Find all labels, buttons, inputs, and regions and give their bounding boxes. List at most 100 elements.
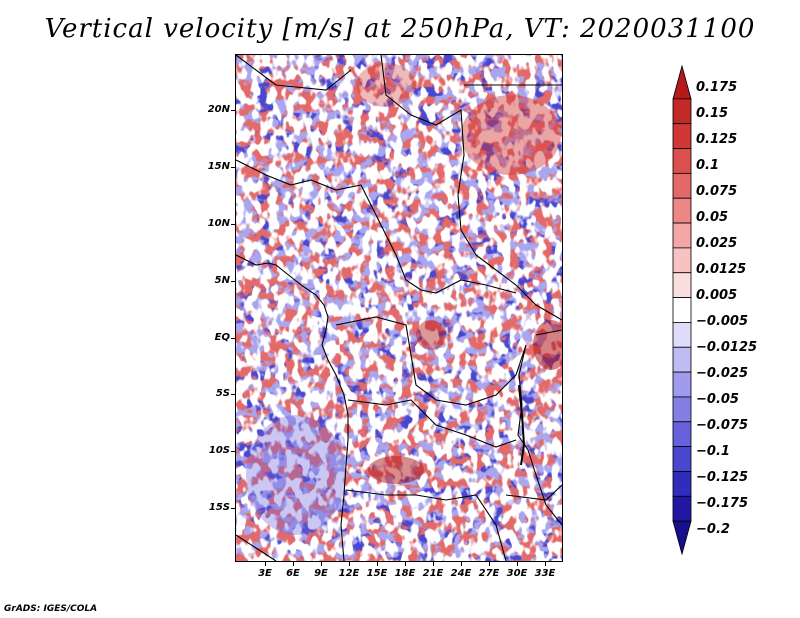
colorbar-segment	[672, 123, 692, 149]
lat-label-15s: 15S	[208, 502, 230, 513]
colorbar-label: −0.075	[696, 418, 749, 433]
lon-tick	[265, 562, 266, 566]
lon-label-21e: 21E	[422, 568, 444, 579]
colorbar-label: 0.05	[696, 210, 729, 225]
colorbar-label: −0.2	[696, 522, 730, 537]
colorbar-segment	[672, 272, 692, 298]
lon-label-18e: 18E	[394, 568, 416, 579]
lon-label-30e: 30E	[506, 568, 528, 579]
lat-tick	[231, 281, 236, 282]
colorbar-segment	[672, 396, 692, 423]
map-field	[236, 55, 562, 561]
colorbar-label: −0.175	[696, 496, 749, 511]
lat-label-20n: 20N	[207, 104, 230, 115]
colorbar-label: 0.0125	[696, 262, 747, 277]
far-north-border	[236, 55, 352, 91]
lon-tick	[461, 562, 462, 566]
lat-label-15n: 15N	[207, 161, 230, 172]
lat-label-5n: 5N	[214, 275, 230, 286]
colorbar-graphic	[672, 64, 692, 556]
lat-tick	[231, 338, 236, 339]
colorbar-segment	[672, 421, 692, 448]
lon-tick	[517, 562, 518, 566]
lon-label-33e: 33E	[534, 568, 556, 579]
north-red-region	[356, 63, 416, 107]
colorbar-label: 0.025	[696, 236, 738, 251]
plot-title: Vertical velocity [m/s] at 250hPa, VT: 2…	[44, 14, 756, 44]
colorbar-label: −0.0125	[696, 340, 758, 355]
lon-label-24e: 24E	[450, 568, 472, 579]
colorbar-label: 0.075	[696, 184, 738, 199]
atlantic-blue-region	[246, 415, 346, 535]
colorbar-segment	[672, 148, 692, 174]
sahel-red-region	[461, 95, 561, 175]
colorbar-segment	[672, 346, 692, 373]
lon-label-9e: 9E	[314, 568, 328, 579]
colorbar-segment	[672, 247, 692, 274]
sudan-border	[380, 55, 562, 321]
colorbar-segment	[672, 371, 692, 398]
angola-red-cell	[368, 456, 424, 484]
lon-label-6e: 6E	[286, 568, 300, 579]
colorbar-label: −0.125	[696, 470, 749, 485]
colorbar-label: −0.05	[696, 392, 739, 407]
east-africa-red-cell	[533, 320, 562, 370]
lake-victoria-edge	[535, 329, 562, 336]
colorbar-label: 0.005	[696, 288, 738, 303]
lon-tick	[433, 562, 434, 566]
lon-label-27e: 27E	[478, 568, 500, 579]
lat-label-eq: EQ	[214, 332, 230, 343]
northern-border	[236, 159, 397, 256]
zambia-border	[505, 484, 562, 501]
lon-tick	[377, 562, 378, 566]
lon-tick	[293, 562, 294, 566]
colorbar-segment	[672, 520, 692, 556]
namibia-coast	[236, 534, 277, 561]
lon-tick	[545, 562, 546, 566]
lon-tick	[405, 562, 406, 566]
lat-label-10n: 10N	[207, 218, 230, 229]
lat-label-10s: 10S	[208, 445, 230, 456]
lat-tick	[231, 394, 236, 395]
colorbar	[670, 64, 694, 560]
colorbar-segment	[672, 471, 692, 497]
lat-tick	[231, 224, 236, 225]
lon-label-15e: 15E	[366, 568, 388, 579]
colorbar-segment	[672, 222, 692, 249]
colorbar-segment	[672, 446, 692, 472]
vertical-velocity-map	[235, 54, 563, 562]
lon-tick	[321, 562, 322, 566]
colorbar-segment	[672, 98, 692, 125]
lon-tick	[489, 562, 490, 566]
colorbar-segment	[672, 197, 692, 224]
colorbar-segment	[672, 322, 692, 348]
colorbar-segment	[672, 495, 692, 522]
colorbar-segment	[672, 297, 692, 323]
lon-tick	[349, 562, 350, 566]
coastlines-borders	[236, 55, 562, 561]
lat-tick	[231, 508, 236, 509]
colorbar-label: −0.005	[696, 314, 749, 329]
colorbar-label: −0.025	[696, 366, 749, 381]
drc-south-border	[347, 399, 517, 448]
west-coastline	[236, 254, 349, 561]
colorbar-segment	[672, 172, 692, 199]
angola-south-border	[345, 489, 507, 561]
congo-border	[335, 316, 527, 406]
lat-tick	[231, 167, 236, 168]
colorbar-label: 0.125	[696, 132, 738, 147]
colorbar-label: 0.175	[696, 80, 738, 95]
lon-label-12e: 12E	[338, 568, 360, 579]
colorbar-label: −0.1	[696, 444, 730, 459]
colorbar-label: 0.1	[696, 158, 720, 173]
lat-tick	[231, 451, 236, 452]
lake-tanganyika	[518, 384, 526, 466]
car-border	[395, 254, 517, 294]
lat-tick	[231, 110, 236, 111]
colorbar-label: 0.15	[696, 106, 729, 121]
lon-label-3e: 3E	[258, 568, 272, 579]
colorbar-segment	[672, 64, 692, 100]
footer-credit: GrADS: IGES/COLA	[4, 604, 98, 614]
lat-label-5s: 5S	[215, 388, 230, 399]
congo-red-cell	[416, 320, 446, 350]
